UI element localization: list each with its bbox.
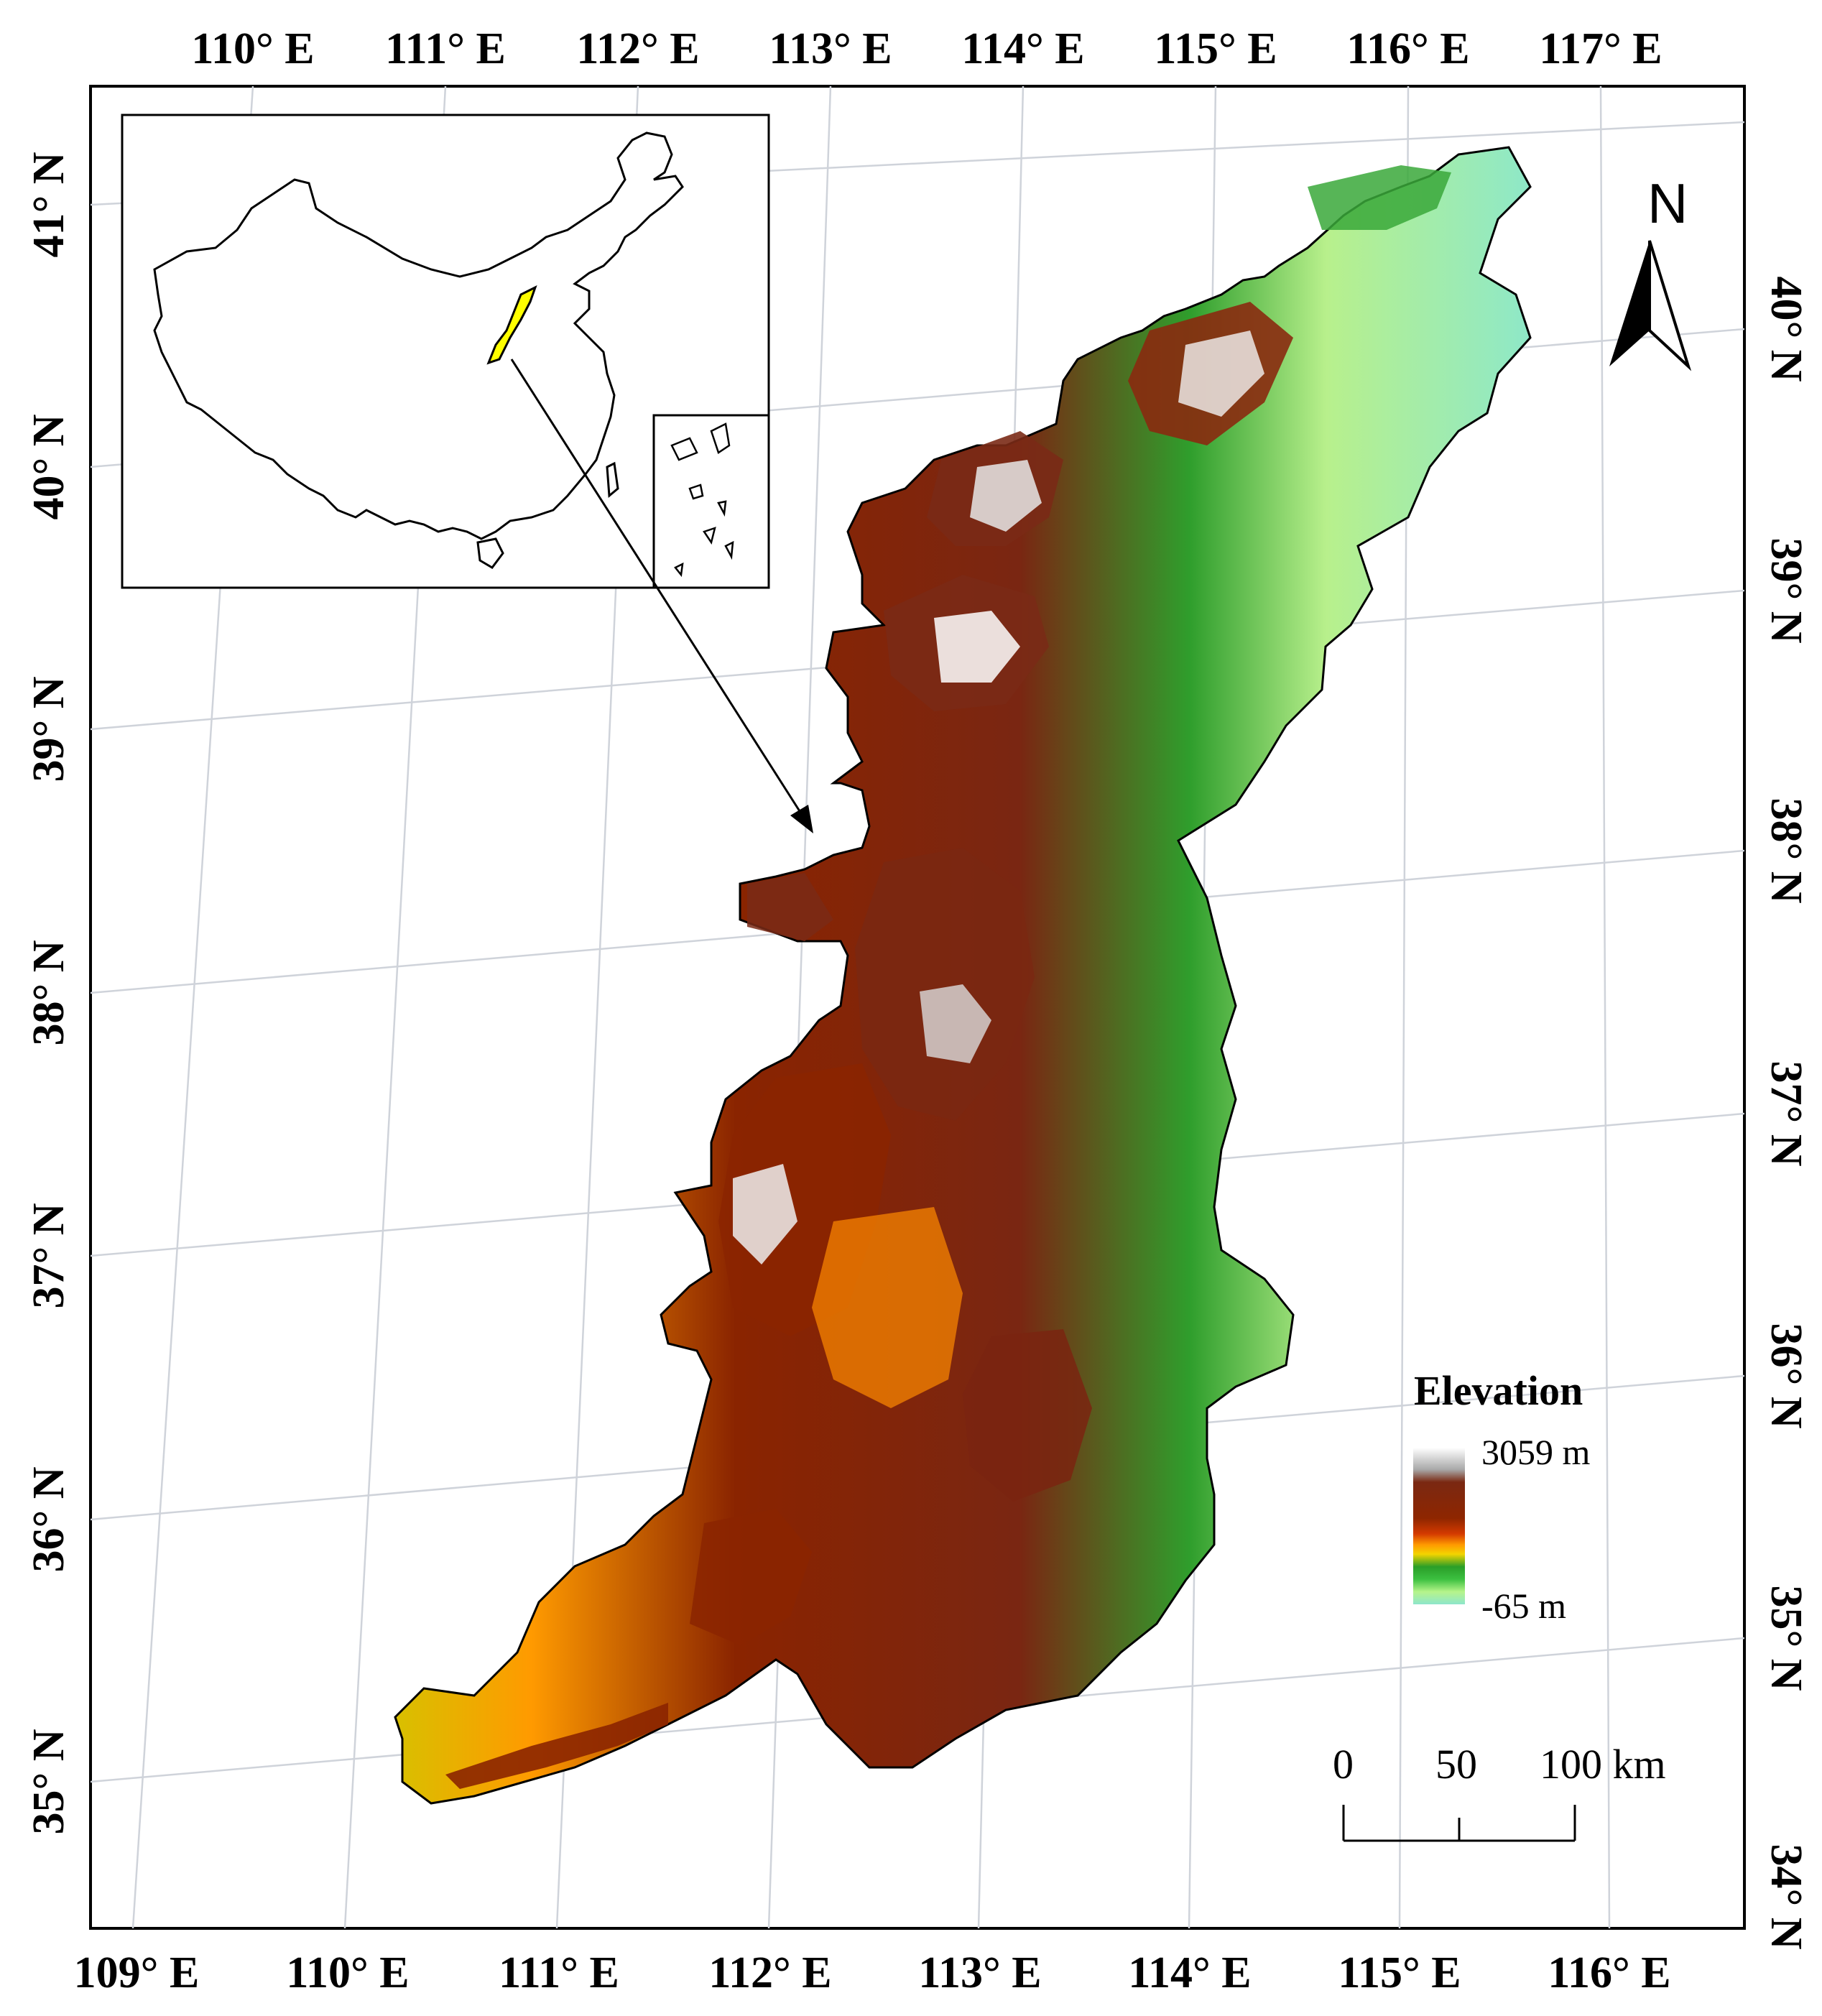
right-lat-label: 35° N xyxy=(1762,1585,1811,1691)
legend-title: Elevation xyxy=(1414,1367,1583,1414)
scale-label-100: 100 km xyxy=(1540,1741,1666,1788)
scale-label-50: 50 xyxy=(1435,1741,1477,1788)
top-lon-label: 111° E xyxy=(385,24,506,73)
top-longitude-labels: 110° E 111° E 112° E 113° E 114° E 115° … xyxy=(191,24,1662,73)
top-lon-label: 117° E xyxy=(1539,24,1662,73)
bottom-lon-label: 113° E xyxy=(918,1948,1041,1997)
left-lat-label: 40° N xyxy=(24,414,73,519)
right-lat-label: 36° N xyxy=(1762,1323,1811,1428)
top-lon-label: 115° E xyxy=(1154,24,1277,73)
bottom-lon-label: 115° E xyxy=(1338,1948,1461,1997)
left-lat-label: 39° N xyxy=(24,676,73,782)
left-lat-label: 38° N xyxy=(24,940,73,1045)
north-label: N xyxy=(1647,172,1688,235)
scale-label-0: 0 xyxy=(1333,1741,1354,1788)
left-lat-label: 37° N xyxy=(24,1203,73,1308)
inset-south-china-sea-box xyxy=(652,414,770,589)
right-lat-label: 37° N xyxy=(1762,1060,1811,1166)
inset-callout-arrow xyxy=(510,359,813,833)
top-lon-label: 112° E xyxy=(576,24,699,73)
scs-islands xyxy=(670,422,734,578)
left-lat-label: 35° N xyxy=(24,1729,73,1834)
right-lat-label: 34° N xyxy=(1762,1844,1811,1949)
taiwan-island xyxy=(606,461,619,499)
bottom-lon-label: 109° E xyxy=(74,1948,200,1997)
inset-highlight-region xyxy=(486,285,537,365)
study-area-elevation xyxy=(394,146,1532,1805)
left-latitude-labels: 41° N 40° N 39° N 38° N 37° N 36° N 35° … xyxy=(24,152,73,1834)
legend-min-label: -65 m xyxy=(1481,1586,1566,1626)
right-lat-label: 40° N xyxy=(1762,276,1811,382)
bottom-lon-label: 112° E xyxy=(708,1948,831,1997)
right-lat-label: 38° N xyxy=(1762,797,1811,903)
bottom-longitude-labels: 109° E 110° E 111° E 112° E 113° E 114° … xyxy=(74,1948,1671,1997)
bottom-lon-label: 116° E xyxy=(1548,1948,1670,1997)
elevation-legend: Elevation 3059 m -65 m xyxy=(1413,1367,1591,1626)
bottom-lon-label: 110° E xyxy=(286,1948,409,1997)
legend-max-label: 3059 m xyxy=(1481,1432,1591,1472)
top-lon-label: 114° E xyxy=(961,24,1084,73)
hainan-island xyxy=(476,537,504,569)
china-outline xyxy=(153,131,684,540)
top-lon-label: 116° E xyxy=(1346,24,1469,73)
right-latitude-labels: 40° N 39° N 38° N 37° N 36° N 35° N 34° … xyxy=(1762,276,1811,1949)
bottom-lon-label: 111° E xyxy=(499,1948,619,1997)
legend-color-ramp xyxy=(1413,1448,1465,1604)
inset-map xyxy=(121,114,770,589)
bottom-lon-label: 114° E xyxy=(1128,1948,1251,1997)
right-lat-label: 39° N xyxy=(1762,537,1811,643)
scale-bar: 0 50 100 km xyxy=(1333,1741,1666,1842)
top-lon-label: 110° E xyxy=(191,24,314,73)
top-lon-label: 113° E xyxy=(769,24,892,73)
left-lat-label: 41° N xyxy=(24,152,73,257)
north-arrow-icon: N xyxy=(1609,172,1692,371)
left-lat-label: 36° N xyxy=(24,1466,73,1572)
